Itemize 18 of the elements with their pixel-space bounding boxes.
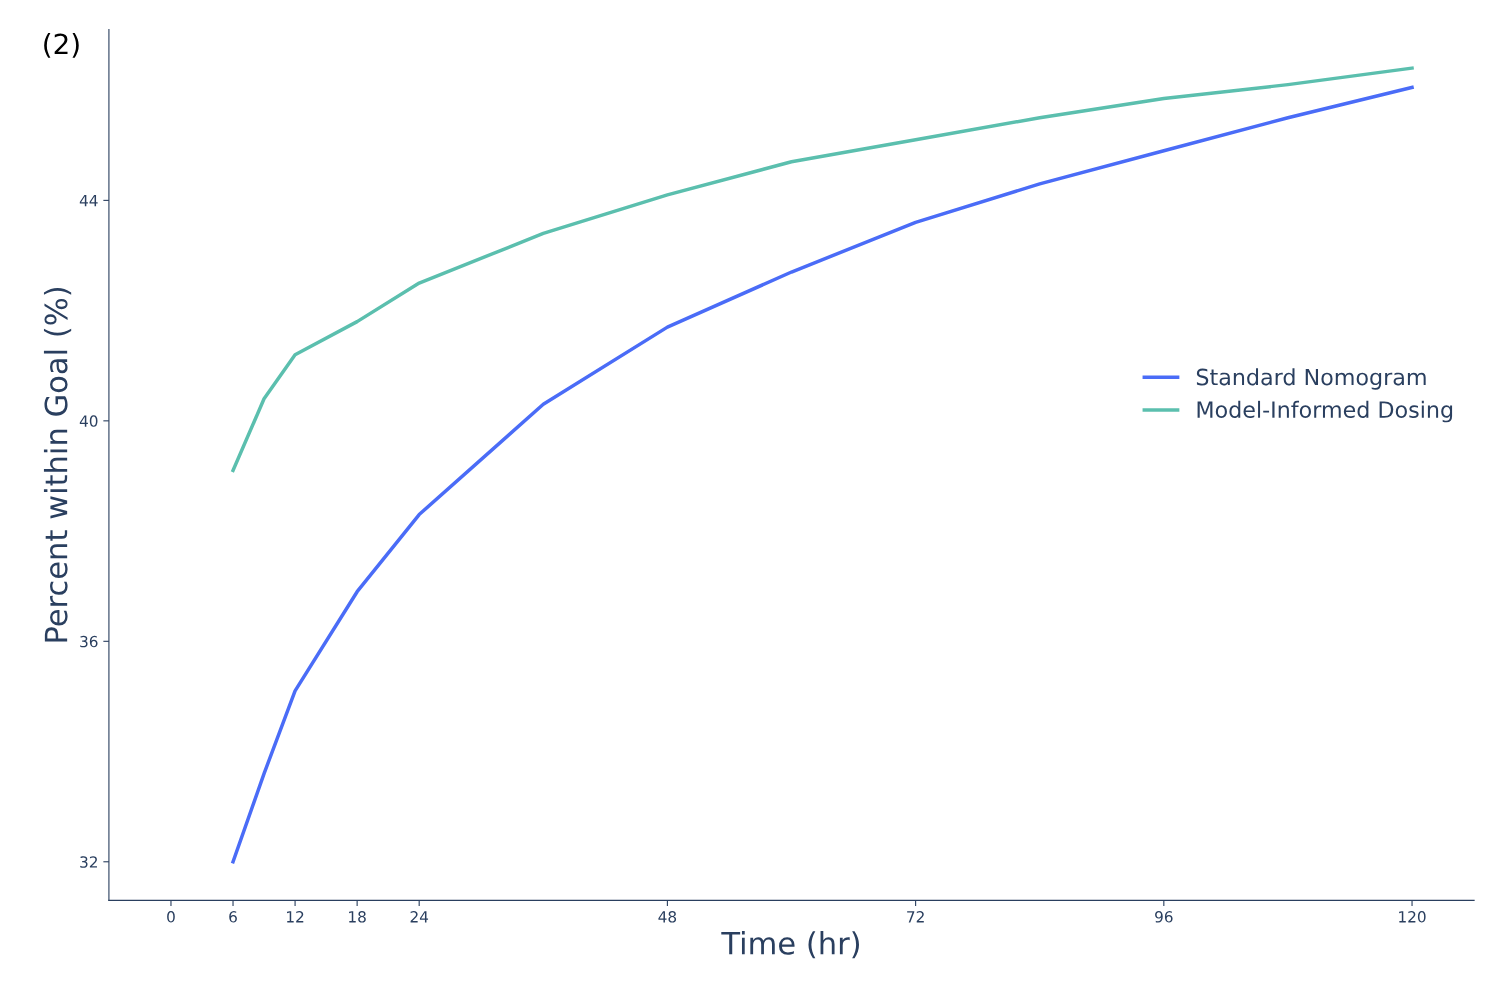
y-tick-label: 36	[80, 635, 98, 648]
x-tick-label: 72	[907, 911, 924, 923]
x-tick-label: 12	[287, 911, 304, 923]
x-tick-label: 24	[410, 911, 429, 923]
x-tick-label: 0	[167, 911, 175, 923]
x-tick-label: 6	[229, 911, 237, 923]
y-tick-label: 44	[79, 195, 98, 207]
y-axis-title: Percent within Goal (%)	[43, 287, 72, 642]
legend-label: Model-Informed Dosing	[1197, 400, 1453, 423]
legend-label: Standard Nomogram	[1196, 368, 1426, 390]
y-tick-label: 32	[80, 856, 97, 868]
x-tick-label: 96	[1155, 911, 1173, 923]
y-tick-label: 40	[79, 415, 98, 427]
x-tick-label: 48	[658, 911, 677, 923]
x-axis-title: Time (hr)	[721, 931, 860, 959]
text: (2)	[44, 33, 79, 58]
x-tick-label: 120	[1399, 911, 1426, 923]
x-tick-label: 18	[349, 911, 366, 923]
